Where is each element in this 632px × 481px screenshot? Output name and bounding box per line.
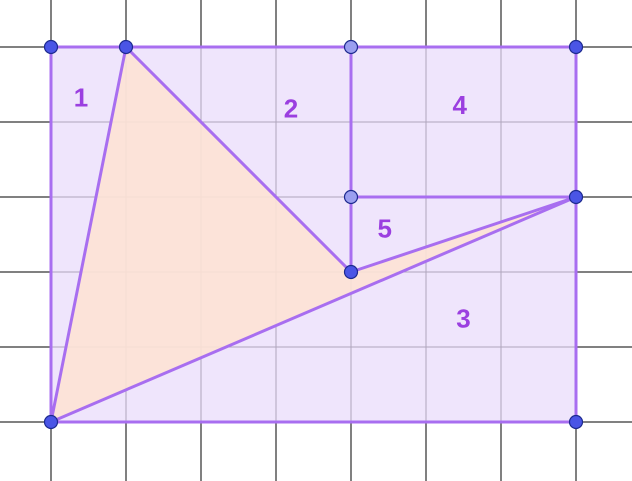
segment <box>49 45 128 424</box>
vertex-point-bottom-left[interactable] <box>43 414 59 430</box>
region-label-1: 1 <box>74 82 88 112</box>
vertex-point-top-left[interactable] <box>43 39 59 55</box>
vertex-point-top-second[interactable] <box>118 39 134 55</box>
vertices <box>43 39 584 430</box>
vertex-point-top-middle[interactable] <box>343 39 359 55</box>
region-label-2: 2 <box>284 94 298 124</box>
segment <box>349 195 578 274</box>
vertex-point-right-middle[interactable] <box>568 189 584 205</box>
vertex-point-bottom-right[interactable] <box>568 414 584 430</box>
vertex-point-top-right[interactable] <box>568 39 584 55</box>
segment <box>49 195 578 424</box>
figure-outlines <box>49 45 578 424</box>
region-label-5: 5 <box>378 214 392 244</box>
region-label-3: 3 <box>456 304 470 334</box>
segment <box>124 45 353 274</box>
region-labels: 1 2 4 5 3 <box>74 82 471 333</box>
vertex-point-inner-upper[interactable] <box>343 189 359 205</box>
rectangle-outline <box>49 45 578 424</box>
vertex-point-inner-lower[interactable] <box>343 264 359 280</box>
region-label-4: 4 <box>453 90 468 120</box>
